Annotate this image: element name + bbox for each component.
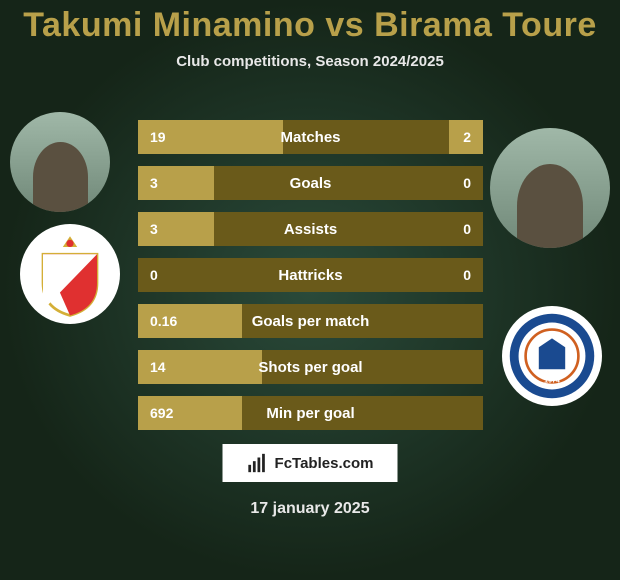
stat-row: 3Goals0 [138, 166, 483, 200]
club-left-badge [20, 224, 120, 324]
monaco-icon [25, 229, 115, 319]
brand-badge[interactable]: FcTables.com [223, 444, 398, 482]
chart-icon [247, 452, 269, 474]
brand-text: FcTables.com [275, 455, 374, 472]
stat-row: 0.16Goals per match [138, 304, 483, 338]
player-right-photo [490, 128, 610, 248]
stat-label: Min per goal [138, 405, 483, 422]
page-title: Takumi Minamino vs Birama Toure [0, 0, 620, 45]
stat-label: Shots per goal [138, 359, 483, 376]
avatar [490, 128, 610, 248]
avatar [10, 112, 110, 212]
player-left-photo [10, 112, 110, 212]
stat-label: Matches [138, 129, 483, 146]
stat-value-right: 2 [463, 129, 471, 145]
stat-value-right: 0 [463, 175, 471, 191]
stat-value-right: 0 [463, 221, 471, 237]
stat-row: 0Hattricks0 [138, 258, 483, 292]
montpellier-icon: 1974 [508, 312, 596, 400]
stat-label: Goals per match [138, 313, 483, 330]
svg-text:1974: 1974 [544, 377, 560, 384]
stat-row: 692Min per goal [138, 396, 483, 430]
subtitle: Club competitions, Season 2024/2025 [0, 53, 620, 70]
stat-value-right: 0 [463, 267, 471, 283]
stat-row: 14Shots per goal [138, 350, 483, 384]
stat-row: 3Assists0 [138, 212, 483, 246]
stat-label: Goals [138, 175, 483, 192]
date-label: 17 january 2025 [0, 500, 620, 518]
stats-table: 19Matches23Goals03Assists00Hattricks00.1… [138, 120, 483, 442]
stat-label: Hattricks [138, 267, 483, 284]
stat-row: 19Matches2 [138, 120, 483, 154]
comparison-card: Takumi Minamino vs Birama Toure Club com… [0, 0, 620, 580]
club-right-badge: 1974 [502, 306, 602, 406]
stat-label: Assists [138, 221, 483, 238]
